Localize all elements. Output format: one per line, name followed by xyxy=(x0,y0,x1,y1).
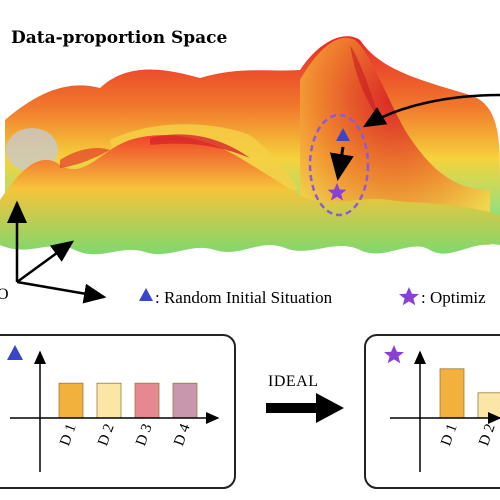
bar-tick-label: D 1 xyxy=(57,422,80,448)
figure-title: Data-proportion Space xyxy=(11,28,228,48)
optimized-star-icon xyxy=(327,183,347,201)
bar-initial-3 xyxy=(134,382,160,419)
bar-tick-label: D 3 xyxy=(133,422,156,448)
bar-initial-1 xyxy=(58,382,84,419)
initial-proportion-chart: D 1 D 2 D 3 D 4 xyxy=(10,350,220,472)
initial-triangle-icon xyxy=(336,128,350,141)
axes-indicator xyxy=(6,200,107,304)
pointer-arrow xyxy=(362,93,500,128)
legend-optimized-label: : Optimiz xyxy=(421,288,486,307)
bar-tick-label: D 4 xyxy=(171,421,194,448)
axis-label: O xyxy=(0,286,9,303)
landscape-surface xyxy=(0,36,500,255)
descent-arrow xyxy=(329,146,354,181)
panel-star-icon xyxy=(384,345,404,364)
optimized-proportion-chart: D 1 D 2 xyxy=(390,350,500,472)
legend-triangle-icon xyxy=(139,288,153,301)
bar-tick-label: D 2 xyxy=(95,422,118,448)
optimized-proportion-panel xyxy=(364,334,500,489)
bar-optimized-1 xyxy=(439,368,465,419)
legend-star-icon xyxy=(399,287,419,306)
panel-triangle-icon xyxy=(7,345,23,360)
ideal-arrow xyxy=(266,393,344,423)
bar-tick-label: D 1 xyxy=(438,422,461,448)
optimization-region-ellipse xyxy=(308,113,370,217)
bar-initial-4 xyxy=(172,382,198,419)
legend-initial-label: : Random Initial Situation xyxy=(155,288,333,307)
ideal-label: IDEAL xyxy=(268,373,318,390)
bar-optimized-2 xyxy=(477,392,500,419)
bar-initial-2 xyxy=(96,382,122,419)
bar-tick-label: D 2 xyxy=(476,422,499,448)
